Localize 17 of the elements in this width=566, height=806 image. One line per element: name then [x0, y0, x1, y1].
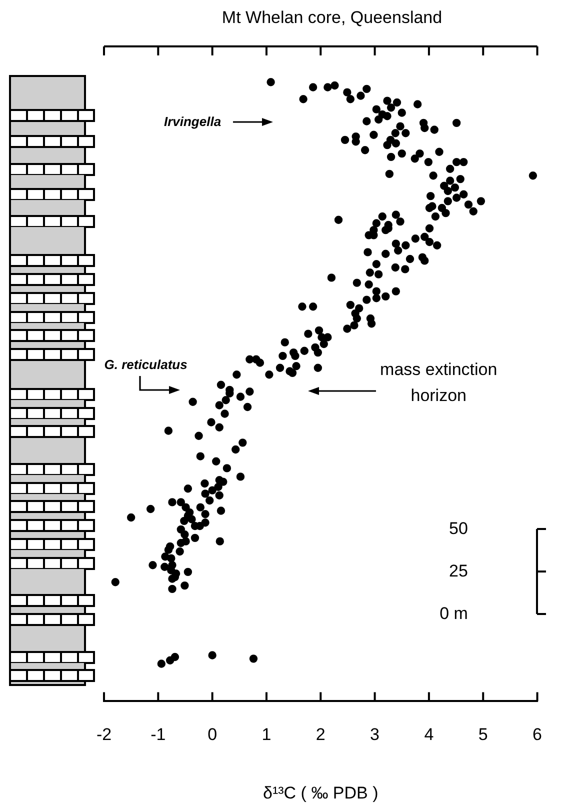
x-tick-label: 2	[316, 725, 326, 744]
x-tick-label: 3	[370, 725, 380, 744]
y-tick-label: 50	[449, 519, 468, 538]
annotation: mass extinction horizon	[379, 358, 498, 407]
annotation: G. reticulatus	[104, 356, 188, 372]
x-tick-label: 0	[208, 725, 218, 744]
x-axis-title: δ¹³C ( ‰ PDB )	[263, 783, 378, 802]
y-tick-label: 25	[449, 562, 468, 581]
x-tick-label: -1	[150, 725, 166, 744]
x-tick-label: 1	[262, 725, 272, 744]
annotation: Irvingella	[164, 113, 222, 130]
x-tick-label: 4	[424, 725, 434, 744]
chart-title: Mt Whelan core, Queensland	[222, 8, 442, 27]
y-tick-label: 0 m	[440, 604, 468, 624]
x-tick-label: 5	[478, 725, 488, 744]
x-tick-label: 6	[532, 725, 542, 744]
x-tick-label: -2	[96, 725, 112, 744]
